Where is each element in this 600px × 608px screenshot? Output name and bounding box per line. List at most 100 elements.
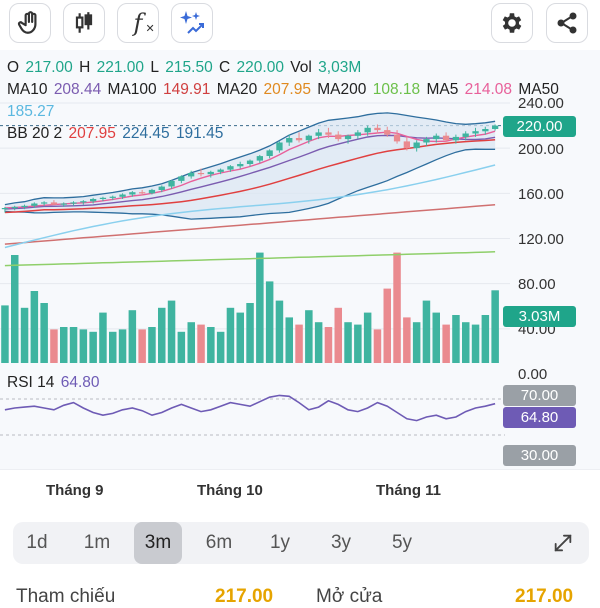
range-1d[interactable]: 1d (26, 532, 48, 553)
open-price-value: 217.00 (515, 586, 574, 607)
price-tick: 120.00 (518, 231, 564, 248)
candle-body (413, 142, 420, 149)
high-label: H (79, 59, 91, 76)
candle-body (423, 139, 430, 143)
ma200-label: MA200 (317, 81, 367, 98)
volume-bar (383, 288, 391, 363)
candlestick-chart-button[interactable] (63, 3, 105, 43)
ai-analysis-button[interactable] (171, 3, 213, 43)
settings-icon (502, 13, 522, 33)
volume-bar (158, 307, 166, 363)
open-value: 217.00 (25, 59, 73, 76)
hand-tool-button[interactable] (9, 3, 51, 43)
candle-body (315, 132, 322, 136)
volume-bar (187, 322, 195, 363)
candle-body (452, 136, 459, 141)
ohlc-legend: O 217.00 H 221.00 L 215.50 C 220.00 Vol … (7, 59, 363, 77)
low-label: L (150, 59, 159, 76)
candle-body (11, 206, 18, 209)
candle-body (217, 169, 224, 172)
candle-body (31, 203, 38, 206)
candle-body (364, 127, 371, 133)
indicator-button[interactable]: f ✕ (117, 3, 159, 43)
volume-bar (363, 312, 372, 363)
time-range-selector: 1d 1m 3m 6m 1y 3y 5y (13, 522, 589, 564)
candle-body (266, 150, 273, 156)
volume-bar (491, 290, 499, 363)
candlestick-icon (75, 12, 93, 33)
candle-body (384, 130, 391, 135)
volume-bar (89, 331, 97, 363)
function-icon: f ✕ (133, 9, 155, 37)
candle-body (197, 173, 205, 175)
candle-body (178, 176, 185, 181)
ma20-value: 207.95 (263, 81, 311, 98)
volume-bar (20, 307, 29, 363)
range-1y[interactable]: 1y (269, 532, 291, 553)
share-button[interactable] (546, 3, 588, 43)
fullscreen-button[interactable] (539, 522, 587, 564)
open-label: O (7, 59, 20, 76)
bollinger-upper-line (4, 112, 496, 206)
ma-legend-line1: MA10 208.44 MA100 149.91 MA20 207.95 MA2… (7, 81, 561, 99)
candle-body (90, 199, 97, 202)
candle-body (442, 135, 450, 141)
volume-bar (128, 310, 137, 363)
candle-body (158, 186, 165, 190)
bb-upper-value: 224.45 (122, 125, 170, 142)
ma100-value: 149.91 (162, 81, 211, 98)
month-label: Tháng 9 (46, 482, 104, 499)
ma-legend-line2: 185.27 (7, 103, 56, 121)
candle-body (207, 171, 214, 175)
high-value: 221.00 (96, 59, 145, 76)
reference-price-value: 217.00 (215, 586, 274, 607)
candle-body (462, 133, 469, 137)
volume-bar (1, 305, 9, 363)
volume-bar (138, 329, 146, 363)
volume-label: Vol (290, 59, 312, 76)
candle-body (325, 132, 332, 135)
range-6m[interactable]: 6m (205, 532, 233, 553)
candle-body (188, 173, 195, 177)
ma5-value: 214.08 (464, 81, 513, 98)
hand-icon (17, 11, 37, 34)
ma100-label: MA100 (107, 81, 157, 98)
price-tick: 0.00 (518, 366, 548, 383)
range-3m[interactable]: 3m (134, 522, 182, 564)
volume-bar (403, 317, 411, 363)
candle-body (256, 156, 263, 161)
range-5y[interactable]: 5y (391, 532, 413, 553)
candle-body (227, 166, 234, 170)
candle-body (354, 132, 361, 136)
rsi-30-badge: 30.00 (503, 445, 576, 466)
candle-body (374, 127, 381, 131)
settings-button[interactable] (491, 3, 533, 43)
rsi-legend: RSI 14 64.80 (7, 374, 102, 392)
rsi-current-badge: 64.80 (503, 407, 576, 428)
reference-price-label: Tham chiếu (16, 586, 116, 607)
range-3y[interactable]: 3y (330, 532, 352, 553)
volume-bar (99, 312, 107, 363)
candle-body (1, 208, 9, 210)
volume-bar (275, 300, 284, 363)
rsi-70-badge: 70.00 (503, 385, 576, 406)
volume-bar (462, 322, 470, 363)
volume-bar (118, 329, 127, 363)
volume-bar (69, 327, 78, 363)
ma50-label: MA50 (518, 81, 559, 98)
candle-body (41, 202, 48, 204)
volume-bar (393, 252, 401, 363)
volume-bar (256, 252, 264, 363)
sparkle-icon (180, 11, 204, 34)
volume-bar (236, 312, 244, 363)
ma50-value: 185.27 (7, 103, 55, 120)
candle-body (60, 203, 67, 205)
range-1m[interactable]: 1m (83, 532, 111, 553)
share-icon (557, 12, 577, 34)
volume-bar (50, 329, 58, 363)
candle-body (482, 129, 489, 132)
volume-bar (314, 322, 323, 363)
price-chart[interactable] (0, 0, 600, 470)
candle-body (472, 131, 479, 134)
last-price-badge: 220.00 (503, 116, 576, 137)
